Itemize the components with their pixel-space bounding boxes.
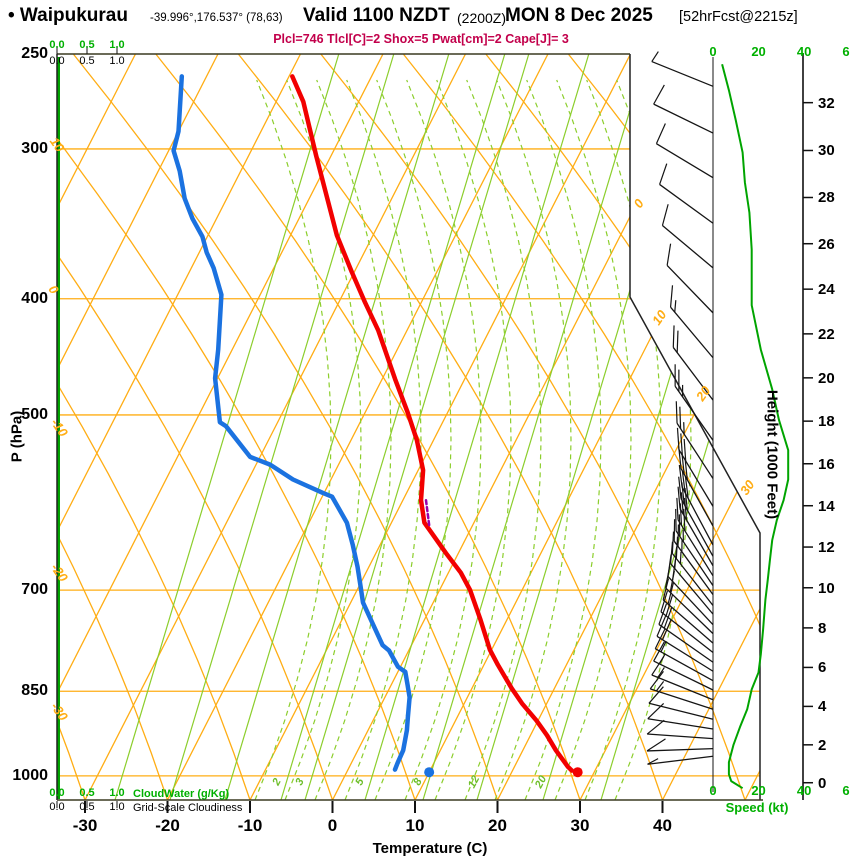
height-axis-title: Height (1000 Feet) bbox=[763, 389, 781, 520]
height-tick-label: 2 bbox=[818, 736, 827, 754]
height-tick-label: 0 bbox=[818, 774, 827, 792]
height-tick-label: 6 bbox=[818, 659, 827, 677]
cloudiness-scale-tick-bottom: 0.0 bbox=[49, 801, 65, 813]
speed-tick-label-top: 0 bbox=[709, 44, 717, 59]
station-title: • Waipukurau bbox=[8, 5, 128, 26]
speed-tick-label-top: 20 bbox=[751, 44, 766, 59]
cloudwater-scale-tick-top: 1.0 bbox=[109, 39, 125, 51]
height-tick-label: 24 bbox=[818, 281, 835, 299]
cloudwater-scale-tick-bottom: 0.5 bbox=[79, 787, 95, 799]
temperature-tick-label: 10 bbox=[405, 816, 425, 835]
stability-indices: Plcl=746 Tlcl[C]=2 Shox=5 Pwat[cm]=2 Cap… bbox=[273, 32, 569, 46]
height-tick-label: 22 bbox=[818, 325, 835, 343]
valid-time: Valid 1100 NZDT bbox=[303, 5, 450, 26]
speed-tick-label-bottom: 60 bbox=[842, 783, 850, 798]
temperature-tick-label: 0 bbox=[327, 816, 338, 835]
cloudwater-scale-tick-top: 0.5 bbox=[79, 39, 95, 51]
pressure-tick-label: 400 bbox=[21, 289, 48, 307]
speed-tick-label-bottom: 20 bbox=[751, 783, 766, 798]
pressure-tick-label: 300 bbox=[21, 139, 48, 157]
temperature-tick-label: 40 bbox=[653, 816, 672, 835]
speed-tick-label-bottom: 40 bbox=[796, 783, 812, 798]
cloudwater-scale-tick-bottom: 1.0 bbox=[109, 787, 125, 799]
height-tick-label: 4 bbox=[818, 698, 827, 716]
cloudwater-scale-tick-bottom: 0.0 bbox=[49, 787, 65, 799]
cloudiness-scale-tick-bottom: 0.5 bbox=[79, 801, 95, 813]
temperature-tick-label: -10 bbox=[237, 816, 263, 835]
height-tick-label: 8 bbox=[818, 619, 827, 637]
height-tick-label: 16 bbox=[818, 455, 835, 473]
height-tick-label: 32 bbox=[818, 94, 835, 112]
cloudiness-scale-tick-top: 1.0 bbox=[109, 55, 125, 67]
pressure-tick-label: 1000 bbox=[12, 766, 48, 784]
temperature-tick-label: 20 bbox=[488, 816, 507, 835]
speed-tick-label-bottom: 0 bbox=[709, 783, 717, 798]
cloudiness-scale-tick-top: 0.5 bbox=[79, 55, 95, 67]
pressure-tick-label: 500 bbox=[21, 405, 48, 423]
height-tick-label: 28 bbox=[818, 189, 835, 207]
valid-date: MON 8 Dec 2025 bbox=[505, 5, 653, 26]
cloudwater-scale-tick-top: 0.0 bbox=[49, 39, 65, 51]
height-tick-label: 20 bbox=[818, 369, 835, 387]
pressure-tick-label: 250 bbox=[21, 45, 48, 62]
pressure-tick-label: 700 bbox=[21, 581, 48, 599]
cloudiness-scale-tick-bottom: 1.0 bbox=[109, 801, 125, 813]
pressure-tick-label: 850 bbox=[21, 682, 48, 700]
height-tick-label: 26 bbox=[818, 235, 835, 253]
station-coords: -39.996°,176.537° (78,63) bbox=[150, 12, 283, 24]
speed-tick-label-top: 60 bbox=[842, 44, 850, 59]
temperature-tick-label: -30 bbox=[72, 816, 98, 835]
cloudiness-axis-title: Grid-Scale Cloudiness bbox=[133, 802, 243, 814]
cloudwater-axis-title: CloudWater (g/Kg) bbox=[133, 788, 230, 800]
forecast-hour: [52hrFcst@2215z] bbox=[679, 9, 798, 25]
temperature-tick-label: -20 bbox=[155, 816, 180, 835]
height-tick-label: 18 bbox=[818, 413, 835, 431]
height-tick-label: 12 bbox=[818, 539, 835, 557]
temperature-tick-label: 30 bbox=[570, 816, 590, 835]
height-tick-label: 10 bbox=[818, 579, 835, 597]
cloudiness-scale-tick-top: 0.0 bbox=[49, 55, 65, 67]
height-tick-label: 30 bbox=[818, 142, 835, 160]
pressure-axis-title: P (hPa) bbox=[8, 410, 26, 463]
height-tick-label: 14 bbox=[818, 497, 835, 515]
speed-axis-title: Speed (kt) bbox=[725, 800, 789, 815]
valid-time-z: (2200Z) bbox=[457, 10, 507, 26]
speed-tick-label-top: 40 bbox=[796, 44, 812, 59]
temperature-axis-title: Temperature (C) bbox=[372, 840, 488, 857]
